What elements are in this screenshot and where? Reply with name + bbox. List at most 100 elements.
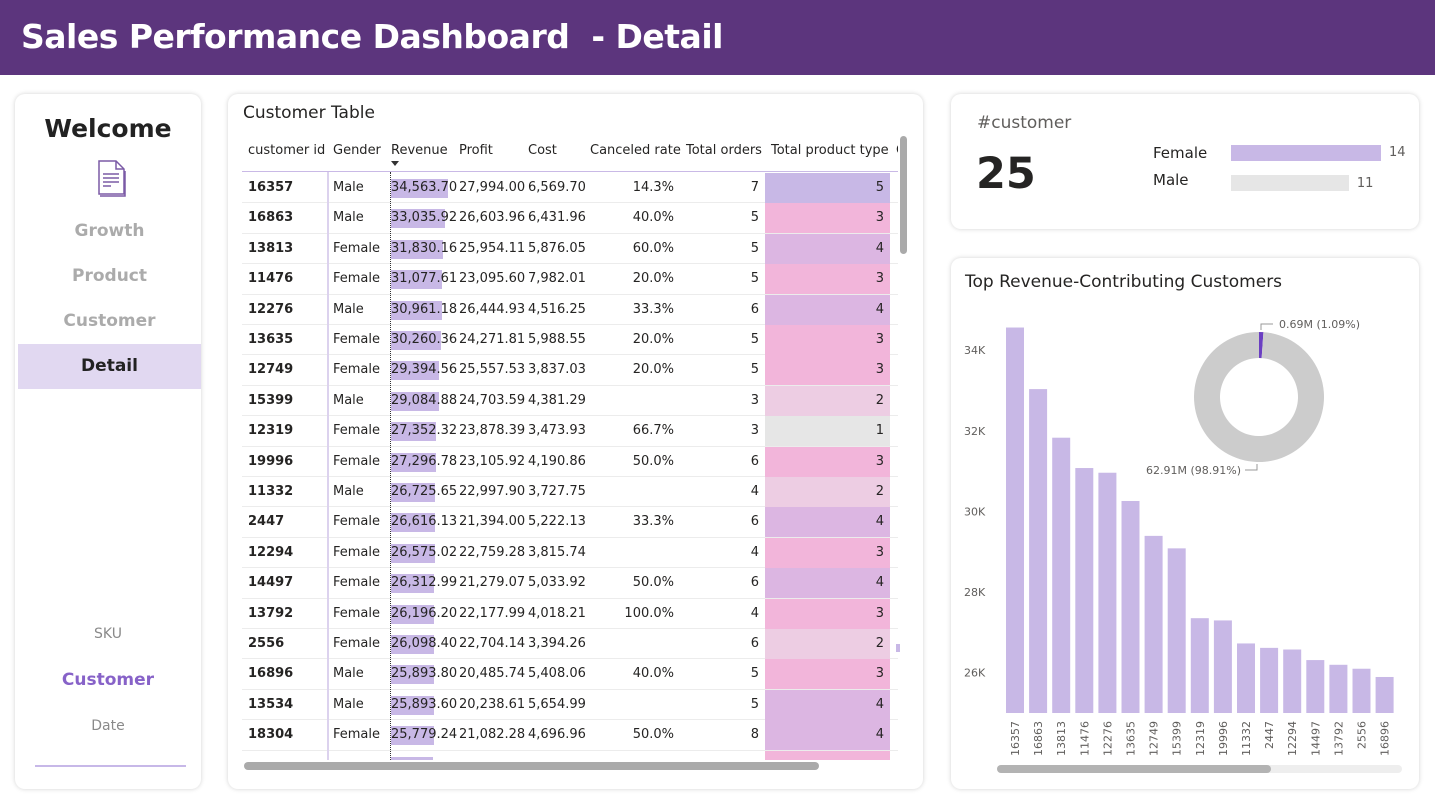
table-horizontal-scrollbar[interactable] bbox=[244, 762, 819, 770]
col-canceled-rate[interactable]: Canceled rate bbox=[590, 143, 681, 158]
table-row[interactable]: 3 19996 Female 27,296.78 23,105.92 4,190.86 50… bbox=[242, 446, 898, 477]
col-customer-id[interactable]: customer id bbox=[248, 143, 326, 158]
table-row[interactable]: 4 13813 Female 31,830.16 25,954.11 5,876.05 60… bbox=[242, 233, 898, 265]
donut-slice-0[interactable] bbox=[1259, 332, 1264, 359]
profit-cell: 24,703.59 bbox=[459, 392, 526, 408]
bar-12319[interactable] bbox=[1190, 618, 1209, 713]
customer-id-cell: 12749 bbox=[248, 362, 294, 378]
col-cost[interactable]: Cost bbox=[528, 143, 557, 158]
table-row[interactable]: 2 2556 Female 26,098.40 22,704.14 3,394.26 6 bbox=[242, 629, 898, 660]
col-gender[interactable]: Gender bbox=[333, 143, 381, 158]
bar-12294[interactable] bbox=[1283, 649, 1302, 713]
table-vertical-scrollbar[interactable] bbox=[900, 136, 907, 254]
bar-12749[interactable] bbox=[1144, 535, 1163, 713]
bar-12276[interactable] bbox=[1098, 472, 1117, 713]
bar-13813[interactable] bbox=[1052, 437, 1071, 713]
bar-2447[interactable] bbox=[1260, 647, 1279, 713]
revenue-cell: 25,779.24 bbox=[391, 727, 458, 743]
customer-id-cell: 12319 bbox=[248, 423, 294, 439]
chart-scroll-thumb[interactable] bbox=[997, 765, 1271, 773]
bar-2556[interactable] bbox=[1352, 668, 1371, 713]
subnav-sku[interactable]: SKU bbox=[94, 626, 122, 642]
donut-slice-1[interactable] bbox=[1194, 332, 1325, 462]
x-tick-label: 13635 bbox=[1125, 721, 1138, 756]
revenue-databar bbox=[391, 726, 434, 746]
bar-16896[interactable] bbox=[1375, 676, 1394, 713]
nav-detail[interactable]: Detail bbox=[18, 344, 201, 389]
nav-customer[interactable]: Customer bbox=[63, 311, 156, 331]
canceled-rate-cell: 100.0% bbox=[624, 605, 674, 621]
table-row[interactable]: 3 12294 Female 26,575.02 22,759.28 3,815.74 4 bbox=[242, 537, 898, 569]
bar-13635[interactable] bbox=[1121, 500, 1140, 713]
profit-cell: 20,238.61 bbox=[459, 696, 526, 712]
table-row[interactable]: 4 13534 Male 25,893.60 20,238.61 5,654.99 5 bbox=[242, 689, 898, 721]
table-row[interactable]: 4 12276 Male 30,961.18 26,444.93 4,516.25 33.3… bbox=[242, 294, 898, 325]
subnav-date[interactable]: Date bbox=[91, 718, 125, 734]
scroll-indicator bbox=[896, 644, 900, 652]
gender-cell: Male bbox=[333, 484, 364, 499]
table-row[interactable]: 2 15399 Male 29,084.88 24,703.59 4,381.29 3 bbox=[242, 385, 898, 417]
table-row[interactable]: 4 18304 Female 25,779.24 21,082.28 4,696.96 50… bbox=[242, 720, 898, 751]
bar-11332[interactable] bbox=[1237, 643, 1255, 713]
total-product-type-cell: 5 bbox=[765, 173, 890, 203]
total-product-type-cell: 3 bbox=[765, 325, 890, 355]
total-orders-cell: 6 bbox=[750, 636, 759, 651]
total-orders-cell: 6 bbox=[750, 575, 759, 591]
table-row[interactable]: 3 16863 Male 33,035.92 26,603.96 6,431.96 40.0… bbox=[242, 203, 898, 234]
table-row[interactable]: 3 13635 Female 30,260.36 24,271.81 5,988.55 20… bbox=[242, 325, 898, 356]
table-row[interactable]: 2 11332 Male 26,725.65 22,997.90 3,727.75 4 bbox=[242, 477, 898, 508]
customer-id-cell: 2447 bbox=[248, 514, 285, 530]
bar-16357[interactable] bbox=[1006, 327, 1024, 713]
profit-cell: 20,485.74 bbox=[459, 666, 526, 682]
gender-cell: Female bbox=[333, 453, 381, 469]
nav-growth[interactable]: Growth bbox=[74, 221, 145, 241]
customer-id-cell: 12276 bbox=[248, 301, 294, 317]
table-row[interactable]: 4 2447 Female 26,616.13 21,394.00 5,222.13 33.… bbox=[242, 507, 898, 538]
x-tick-label: 2556 bbox=[1356, 721, 1369, 749]
gender-cell: Male bbox=[333, 210, 364, 226]
customer-id-cell: 11476 bbox=[248, 271, 294, 287]
gender-value-male: 11 bbox=[1356, 176, 1374, 191]
revenue-cell: 30,260.36 bbox=[391, 332, 458, 347]
gender-cell: Female bbox=[333, 423, 381, 439]
revenue-databar bbox=[391, 209, 446, 229]
sort-desc-icon[interactable] bbox=[391, 161, 399, 166]
gender-cell: Male bbox=[333, 180, 364, 195]
col-profit[interactable]: Profit bbox=[459, 143, 493, 158]
nav-product[interactable]: Product bbox=[72, 266, 147, 286]
col-revenue[interactable]: Revenue bbox=[391, 143, 448, 158]
col-total-orders[interactable]: Total orders bbox=[686, 143, 762, 158]
subnav-customer[interactable]: Customer bbox=[61, 670, 155, 690]
total-product-type-cell: 3 bbox=[765, 537, 890, 568]
gender-value-female: 14 bbox=[1389, 145, 1406, 160]
table-row[interactable]: 4 14497 Female 26,312.99 21,279.07 5,033.92 50… bbox=[242, 568, 898, 599]
total-product-type-cell: 1 bbox=[765, 416, 890, 447]
customer-count-card: #customer 25 Female Male 14 11 bbox=[951, 94, 1419, 229]
page-title: Sales Performance Dashboard - Detail bbox=[21, 17, 723, 56]
revenue-cell: 26,575.02 bbox=[391, 544, 458, 560]
table-row[interactable]: 3 12749 Female 29,394.56 25,557.53 3,837.03 20… bbox=[242, 355, 898, 386]
table-row[interactable]: 3 16896 Male 25,893.80 20,485.74 5,408.06 40.0… bbox=[242, 659, 898, 690]
col-total-product-type[interactable]: Total product type bbox=[771, 143, 889, 158]
revenue-databar bbox=[391, 361, 440, 381]
bar-14497[interactable] bbox=[1306, 660, 1325, 713]
x-tick-label: 11476 bbox=[1078, 721, 1091, 756]
bar-16863[interactable] bbox=[1029, 389, 1048, 713]
bar-15399[interactable] bbox=[1167, 548, 1186, 713]
table-row[interactable]: 1 12319 Female 27,352.32 23,878.39 3,473.93 66… bbox=[242, 416, 898, 447]
bar-13792[interactable] bbox=[1329, 664, 1348, 713]
table-row[interactable]: 5 16357 Male 34,563.70 27,994.00 6,569.70 14.3… bbox=[242, 173, 898, 204]
gender-label-female: Female bbox=[1153, 144, 1208, 162]
total-orders-cell: 4 bbox=[750, 484, 759, 499]
bar-19996[interactable] bbox=[1213, 620, 1232, 713]
table-row[interactable]: 3 11476 Female 31,077.61 23,095.60 7,982.01 20… bbox=[242, 264, 898, 295]
gender-bar-female[interactable] bbox=[1231, 145, 1381, 161]
gender-bar-male[interactable] bbox=[1231, 175, 1349, 191]
revenue-cell: 34,563.70 bbox=[391, 180, 458, 195]
customer-id-cell: 13534 bbox=[248, 696, 294, 712]
gender-cell: Female bbox=[333, 727, 381, 743]
col-truncated[interactable]: C bbox=[896, 143, 898, 158]
bar-11476[interactable] bbox=[1075, 468, 1094, 713]
cost-cell: 4,516.25 bbox=[528, 301, 586, 317]
table-row[interactable]: 3 13792 Female 26,196.20 22,177.99 4,018.21 10… bbox=[242, 598, 898, 629]
